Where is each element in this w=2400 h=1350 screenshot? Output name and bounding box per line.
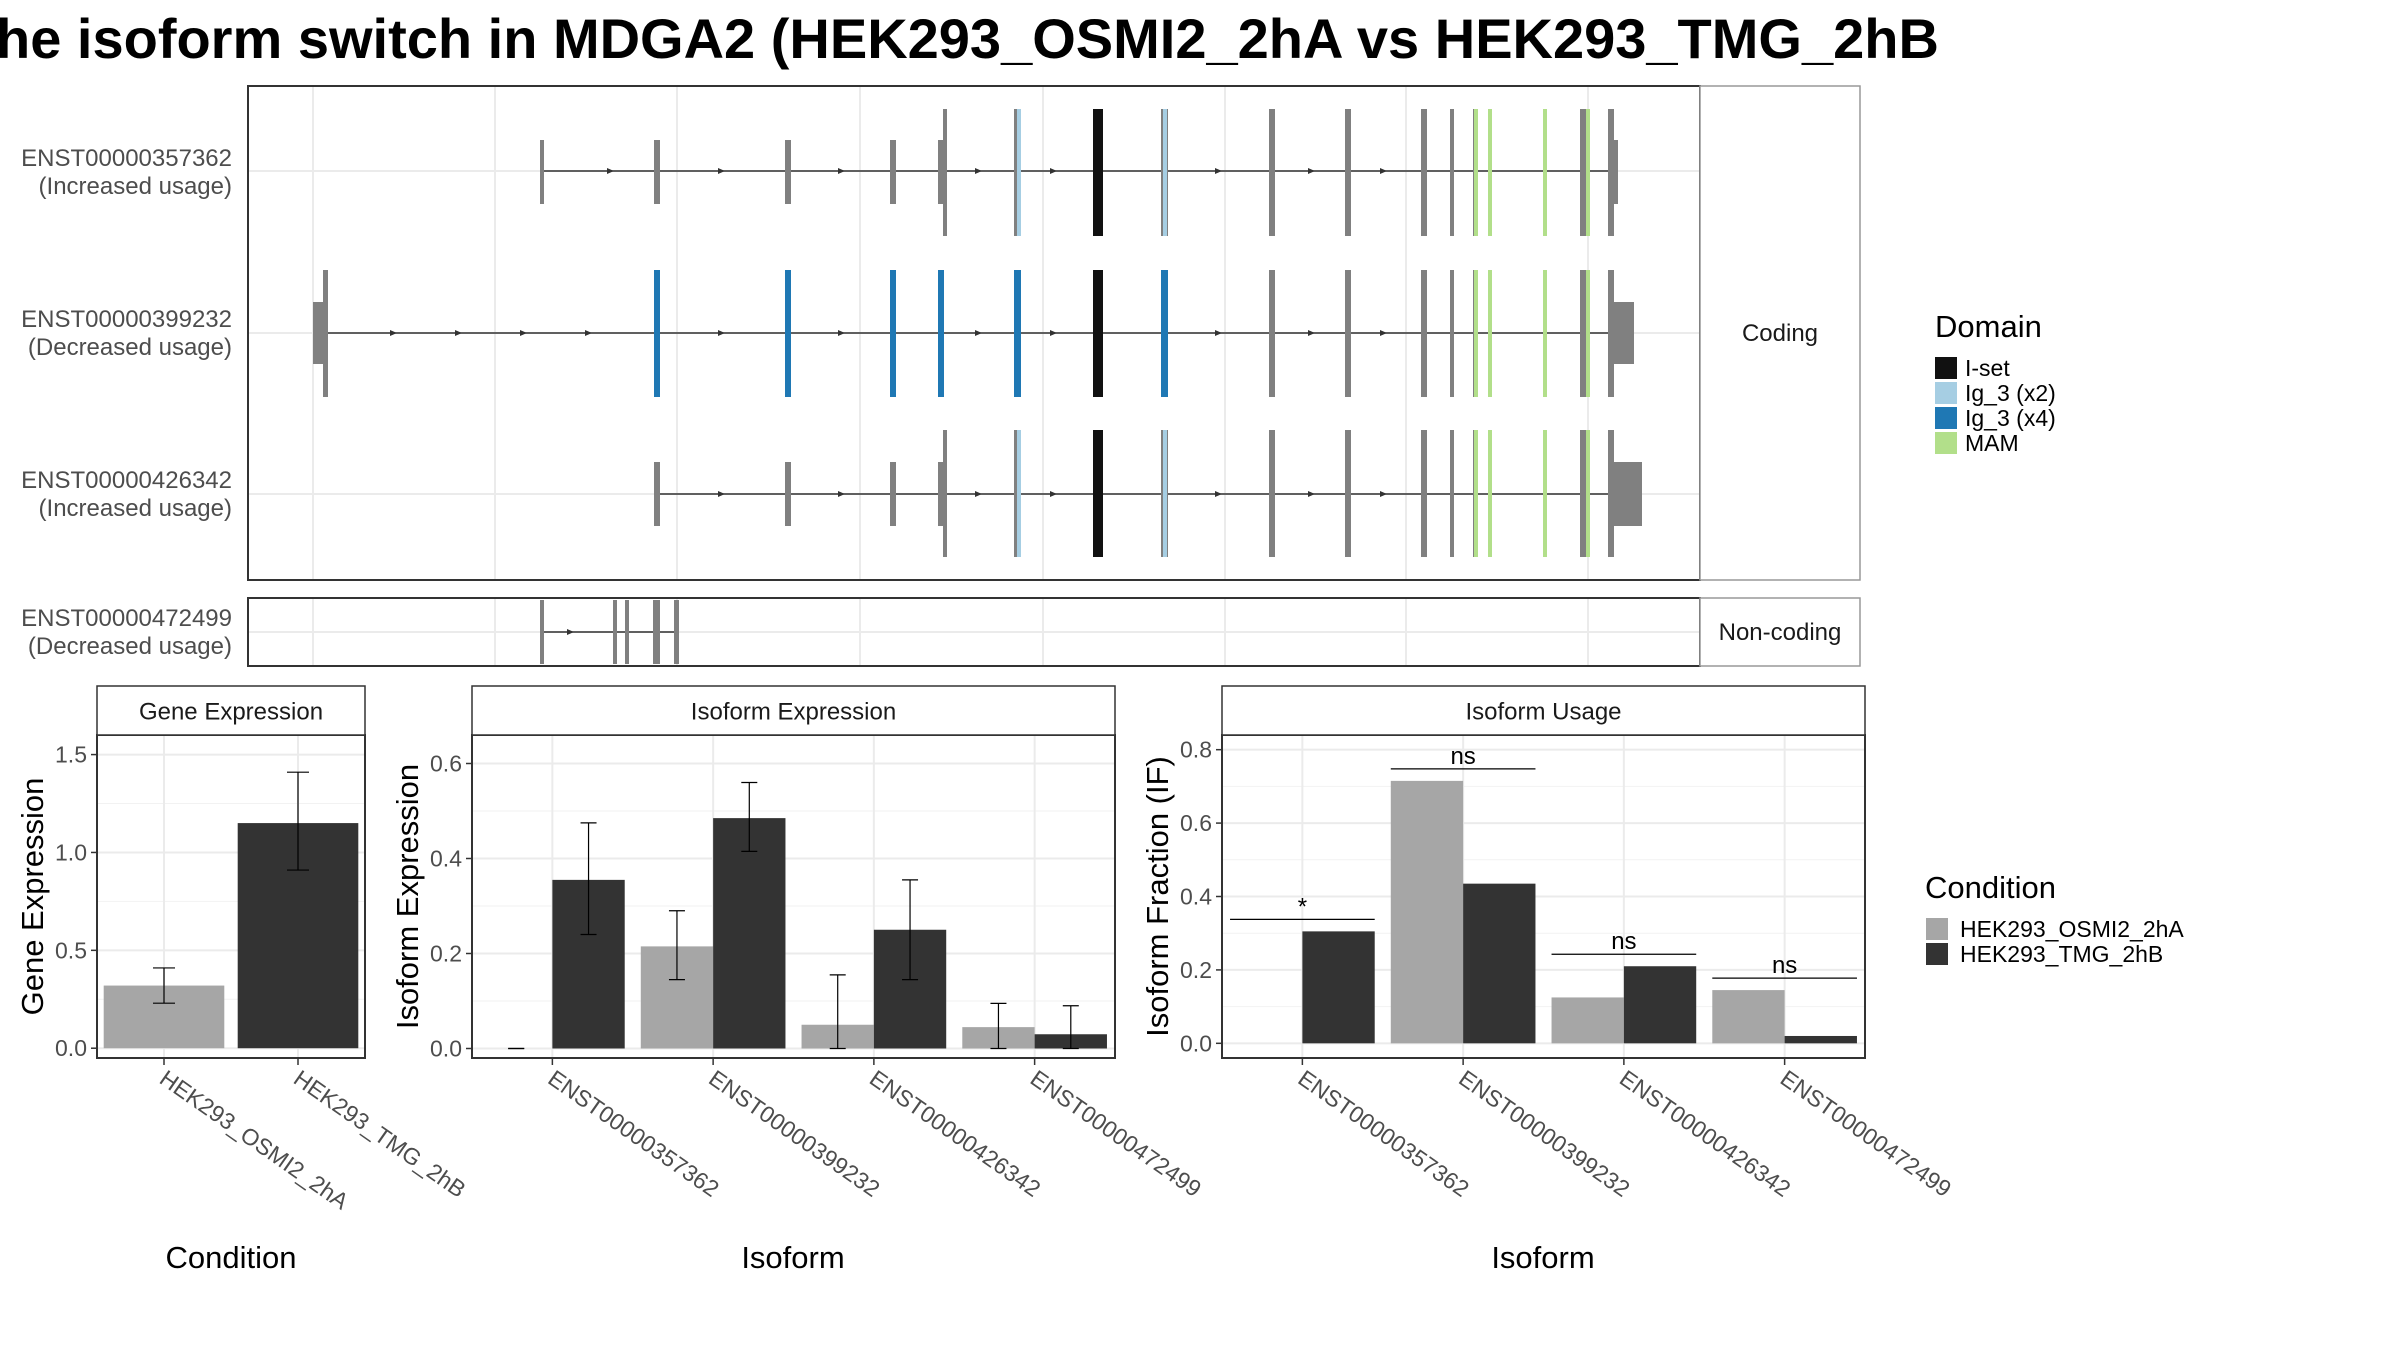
legend-swatch <box>1935 407 1957 429</box>
facet-strip <box>471 685 1116 736</box>
structure-noncoding-panel: Non-coding <box>247 597 1861 667</box>
bar <box>713 818 786 1049</box>
domain-legend-title: Domain <box>1935 309 2042 344</box>
chart-title: Isoform Expression <box>691 699 896 726</box>
y-tick-label: 0.2 <box>1180 957 1212 983</box>
legend-swatch <box>1935 357 1957 379</box>
y-tick-label: 0.6 <box>1180 810 1212 836</box>
isoform-track-1 <box>540 109 1618 236</box>
isoform-usage-label: (Decreased usage) <box>28 633 232 660</box>
isoform-id-label: ENST00000357362 <box>21 145 232 172</box>
y-tick-label: 1.5 <box>55 742 87 768</box>
y-tick-label: 0.8 <box>1180 737 1212 763</box>
legend-label: MAM <box>1965 430 2019 456</box>
x-tick-label: ENST00000426342 <box>865 1065 1045 1202</box>
legend-swatch <box>1935 432 1957 454</box>
isoform-track-2 <box>313 270 1634 397</box>
isoform-labels: ENST00000357362 (Increased usage) ENST00… <box>21 145 232 660</box>
facet-label-noncoding: Non-coding <box>1719 619 1842 646</box>
figure-title: he isoform switch in MDGA2 (HEK293_OSMI2… <box>0 7 1939 70</box>
x-axis-title: Isoform <box>1491 1240 1594 1275</box>
bar <box>1784 1035 1857 1044</box>
legend-label: HEK293_OSMI2_2hA <box>1960 916 2184 942</box>
y-tick-label: 1.0 <box>55 839 87 865</box>
y-tick-label: 0.0 <box>430 1036 462 1062</box>
significance-label: ns <box>1450 743 1475 770</box>
domain-legend: Domain I-set Ig_3 (x2) Ig_3 (x4) MAM <box>1935 309 2056 456</box>
x-tick-label: ENST00000472499 <box>1776 1065 1956 1202</box>
x-tick-label: ENST00000357362 <box>544 1065 724 1202</box>
legend-swatch <box>1926 943 1948 965</box>
y-axis-title: Isoform Fraction (IF) <box>1140 756 1175 1037</box>
y-axis-title: Isoform Expression <box>390 764 425 1029</box>
isoform-usage-label: (Decreased usage) <box>28 334 232 361</box>
bar <box>1712 990 1785 1044</box>
y-tick-label: 0.6 <box>430 751 462 777</box>
facet-label-coding: Coding <box>1742 320 1818 347</box>
structure-coding-panel: Coding <box>247 85 1861 581</box>
significance-label: ns <box>1611 928 1636 955</box>
isoform-id-label: ENST00000472499 <box>21 605 232 632</box>
y-tick-label: 0.0 <box>55 1035 87 1061</box>
legend-label: Ig_3 (x2) <box>1965 380 2056 406</box>
isoform-usage-chart: 0.0 0.2 0.4 0.6 0.8 * ns ns ns Isoform Usage ENST0… <box>1140 685 1956 1275</box>
x-tick-label: ENST00000357362 <box>1294 1065 1474 1202</box>
chart-title: Gene Expression <box>139 699 323 726</box>
facet-strip <box>96 685 366 736</box>
y-tick-label: 0.0 <box>1180 1030 1212 1056</box>
legend-label: Ig_3 (x4) <box>1965 405 2056 431</box>
isoform-id-label: ENST00000399232 <box>21 306 232 333</box>
legend-swatch <box>1935 382 1957 404</box>
legend-label: I-set <box>1965 355 2010 381</box>
chart-title: Isoform Usage <box>1465 699 1621 726</box>
condition-legend-title: Condition <box>1925 870 2056 905</box>
isoform-track-4 <box>540 600 679 664</box>
x-tick-label: ENST00000399232 <box>704 1065 884 1202</box>
bar <box>1623 966 1697 1044</box>
bar <box>1390 780 1464 1044</box>
y-tick-label: 0.4 <box>430 846 462 872</box>
x-axis-title: Condition <box>166 1240 297 1275</box>
significance-label: * <box>1298 893 1307 920</box>
bar <box>1302 931 1375 1044</box>
isoform-usage-label: (Increased usage) <box>39 495 232 522</box>
isoform-usage-label: (Increased usage) <box>39 173 232 200</box>
x-axis-title: Isoform <box>741 1240 844 1275</box>
isoform-id-label: ENST00000426342 <box>21 467 232 494</box>
legend-swatch <box>1926 918 1948 940</box>
x-tick-label: ENST00000472499 <box>1026 1065 1206 1202</box>
legend-label: HEK293_TMG_2hB <box>1960 941 2163 967</box>
bar <box>1551 997 1624 1044</box>
y-tick-label: 0.5 <box>55 937 87 963</box>
y-axis-title: Gene Expression <box>15 778 50 1016</box>
bar <box>1463 883 1536 1044</box>
y-tick-label: 0.4 <box>1180 884 1212 910</box>
isoform-track-3 <box>654 430 1642 557</box>
condition-legend: Condition HEK293_OSMI2_2hA HEK293_TMG_2h… <box>1925 870 2184 967</box>
significance-label: ns <box>1772 952 1797 979</box>
facet-strip <box>1221 685 1866 736</box>
x-tick-label: ENST00000426342 <box>1615 1065 1795 1202</box>
x-tick-label: ENST00000399232 <box>1454 1065 1634 1202</box>
y-tick-label: 0.2 <box>430 941 462 967</box>
